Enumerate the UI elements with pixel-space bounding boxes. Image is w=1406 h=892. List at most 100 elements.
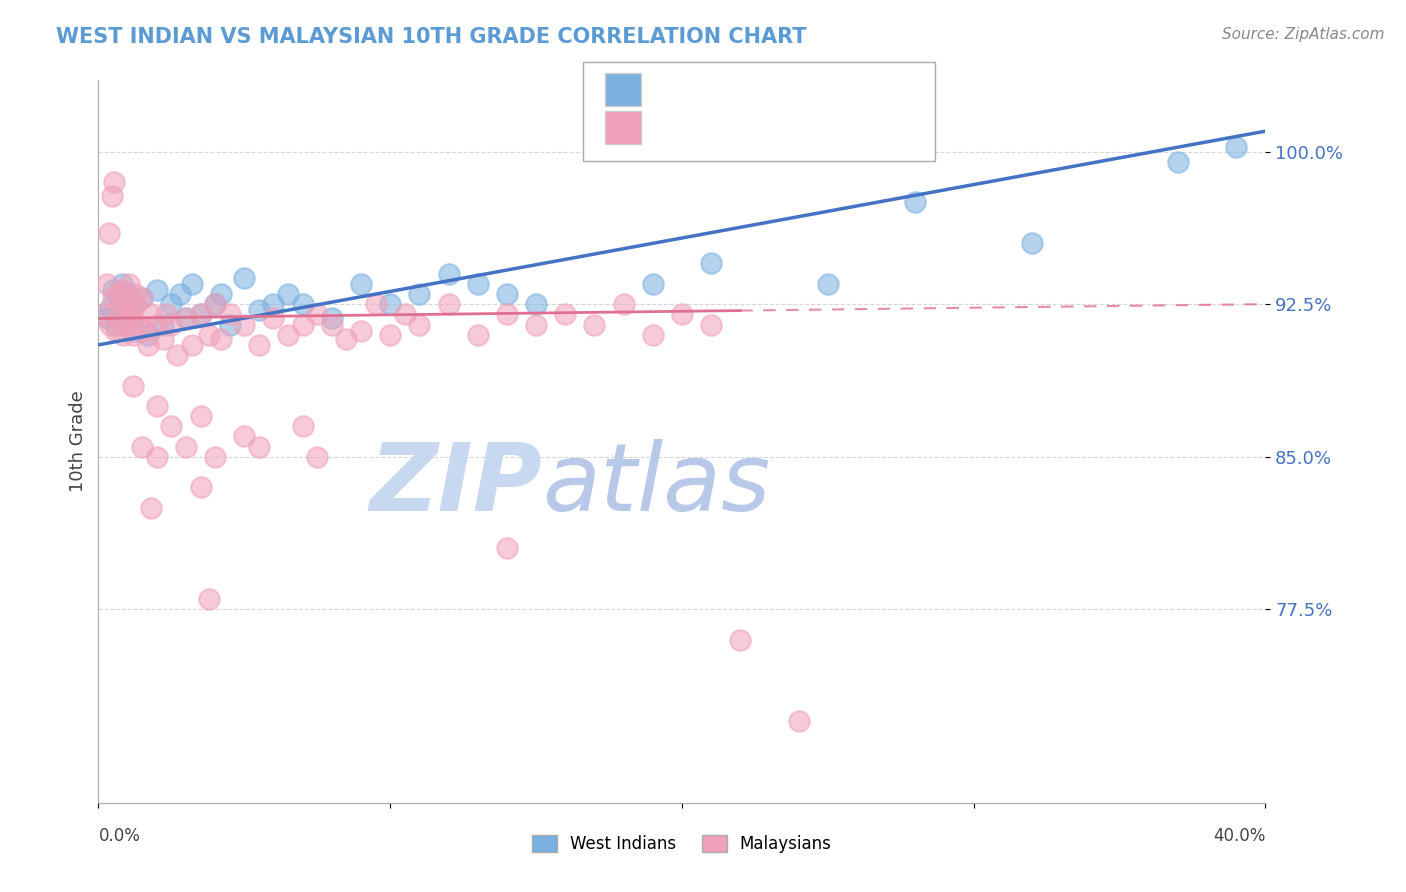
Point: [174, 440, 197, 454]
Point: [247, 303, 270, 318]
Point: [114, 307, 136, 321]
Point: [218, 318, 240, 332]
Point: [136, 327, 159, 342]
Point: [114, 297, 136, 311]
Point: [139, 307, 162, 321]
Point: [307, 450, 329, 464]
Point: [524, 297, 547, 311]
Point: [671, 307, 693, 321]
Point: [120, 311, 142, 326]
Point: [152, 332, 174, 346]
Point: [904, 195, 927, 210]
Point: [321, 318, 343, 332]
Point: [139, 500, 162, 515]
Point: [263, 311, 285, 326]
Point: [321, 311, 343, 326]
Point: [496, 287, 519, 301]
Point: [111, 283, 134, 297]
Point: [364, 297, 387, 311]
Text: N =: N =: [780, 80, 820, 98]
Text: R =: R =: [650, 80, 689, 98]
Point: [247, 338, 270, 352]
Point: [160, 297, 183, 311]
Point: [115, 318, 138, 332]
Point: [125, 297, 148, 311]
Point: [204, 297, 226, 311]
Point: [131, 291, 153, 305]
Point: [307, 307, 329, 321]
Point: [1021, 236, 1043, 251]
Point: [277, 327, 299, 342]
Point: [1225, 140, 1247, 154]
Point: [408, 287, 430, 301]
Point: [467, 327, 489, 342]
Point: [108, 311, 131, 326]
Point: [198, 592, 221, 607]
Point: [98, 301, 121, 316]
Point: [408, 318, 430, 332]
Text: 43: 43: [820, 80, 845, 98]
Point: [787, 714, 810, 729]
Point: [160, 318, 183, 332]
Point: [209, 287, 232, 301]
Point: [136, 338, 159, 352]
Point: [101, 291, 124, 305]
Point: [108, 291, 131, 305]
Point: [641, 277, 664, 291]
Point: [700, 256, 723, 270]
Text: N =: N =: [780, 119, 820, 136]
Point: [131, 291, 153, 305]
Point: [291, 297, 314, 311]
Point: [146, 399, 169, 413]
Point: [350, 277, 373, 291]
Point: [97, 226, 120, 240]
Point: [124, 287, 146, 301]
Point: [496, 541, 519, 556]
Legend: West Indians, Malaysians: West Indians, Malaysians: [526, 828, 838, 860]
Point: [204, 297, 226, 311]
Point: [335, 332, 357, 346]
Point: [120, 311, 142, 326]
Point: [190, 409, 212, 423]
Point: [146, 283, 169, 297]
Point: [118, 277, 141, 291]
Point: [190, 307, 212, 321]
Point: [111, 277, 134, 291]
Point: [380, 297, 402, 311]
Point: [128, 318, 150, 332]
Point: [190, 480, 212, 494]
Text: R =: R =: [650, 119, 689, 136]
Point: [524, 318, 547, 332]
Point: [98, 318, 121, 332]
Point: [125, 324, 148, 338]
Text: Source: ZipAtlas.com: Source: ZipAtlas.com: [1222, 27, 1385, 42]
Point: [583, 318, 606, 332]
Point: [641, 327, 664, 342]
Point: [174, 311, 197, 326]
Point: [104, 324, 127, 338]
Point: [155, 307, 177, 321]
Point: [131, 440, 153, 454]
Point: [166, 348, 188, 362]
Point: [1167, 154, 1189, 169]
Point: [291, 318, 314, 332]
Point: [152, 318, 174, 332]
Point: [101, 283, 124, 297]
Point: [112, 327, 135, 342]
Point: [730, 632, 752, 647]
Point: [96, 311, 118, 326]
Point: [174, 311, 197, 326]
Text: 40.0%: 40.0%: [1213, 827, 1265, 846]
Text: 0.018: 0.018: [689, 119, 747, 136]
Point: [105, 287, 128, 301]
Point: [817, 277, 839, 291]
Point: [233, 270, 256, 285]
Point: [122, 327, 145, 342]
Point: [104, 318, 127, 332]
Point: [394, 307, 416, 321]
Text: 0.0%: 0.0%: [98, 827, 141, 846]
Point: [277, 287, 299, 301]
Point: [380, 327, 402, 342]
Point: [100, 189, 122, 203]
Point: [209, 332, 232, 346]
